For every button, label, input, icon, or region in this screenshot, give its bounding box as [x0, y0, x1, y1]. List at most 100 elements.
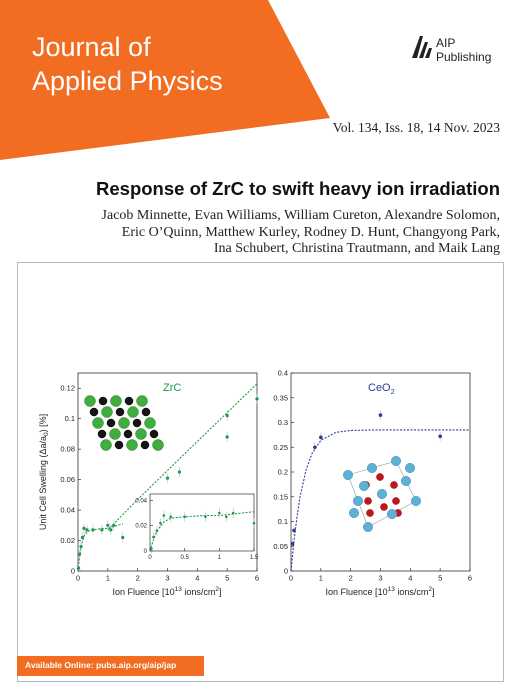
o-atom — [390, 481, 398, 489]
author-line: Jacob Minnette, Evan Williams, William C… — [101, 208, 500, 223]
inset-data-point — [150, 547, 153, 550]
inset-data-point — [204, 515, 207, 519]
zr-atom — [152, 439, 164, 451]
ceo2-crystal-model — [343, 455, 422, 533]
zrc-x-tick-label: 3 — [165, 574, 169, 583]
publisher-name: AIP Publishing — [436, 36, 492, 64]
c-atom — [115, 407, 125, 417]
zr-atom — [101, 406, 113, 418]
zr-atom — [127, 406, 139, 418]
c-atom — [140, 440, 150, 450]
zrc-data-point — [82, 526, 86, 530]
ce-atom — [405, 462, 416, 473]
ceo2-x-tick-label: 0 — [289, 574, 293, 583]
c-atom — [124, 396, 134, 406]
ceo2-x-tick-label: 4 — [408, 574, 412, 583]
zrc-y-tick-label: 0.08 — [60, 445, 75, 454]
inset-data-point — [183, 515, 186, 519]
zrc-y-tick-label: 0.02 — [60, 536, 75, 545]
c-atom — [141, 407, 151, 417]
zrc-y-tick-label: 0.12 — [60, 384, 75, 393]
ce-atom — [343, 469, 354, 480]
zrc-x-tick-label: 2 — [136, 574, 140, 583]
zrc-data-point — [85, 528, 89, 532]
c-atom — [97, 429, 107, 439]
ceo2-y-tick-label: 0.3 — [278, 418, 288, 427]
inset-x-tick-label: 1.5 — [250, 555, 259, 561]
ceo2-y-tick-label: 0 — [284, 567, 288, 576]
availability-banner[interactable]: Available Online: pubs.aip.org/aip/jap — [17, 656, 204, 676]
ceo2-y-tick-label: 0.15 — [273, 492, 288, 501]
c-atom — [106, 418, 116, 428]
c-atom — [132, 418, 142, 428]
zrc-x-tick-label: 6 — [255, 574, 259, 583]
zrc-y-tick-label: 0.1 — [65, 414, 75, 423]
zrc-data-point — [76, 566, 81, 570]
ceo2-y-tick-label: 0.4 — [278, 369, 288, 378]
c-atom — [89, 407, 99, 417]
zr-atom — [109, 428, 121, 440]
zr-atom — [92, 417, 104, 429]
inset-y-tick-label: 0.02 — [135, 524, 147, 530]
zr-atom — [136, 395, 148, 407]
availability-link[interactable]: Available Online: pubs.aip.org/aip/jap — [25, 660, 177, 670]
inset-y-tick-label: 0.04 — [135, 498, 147, 504]
zrc-x-tick-label: 0 — [76, 574, 80, 583]
ceo2-data-point — [313, 445, 317, 450]
inset-data-point — [218, 511, 221, 515]
header-banner — [0, 0, 330, 160]
ce-atom — [367, 462, 378, 473]
o-atom — [380, 503, 388, 511]
inset-data-point — [224, 515, 228, 519]
ce-atom — [363, 522, 374, 533]
zrc-data-point — [109, 528, 113, 532]
author-line: Ina Schubert, Christina Trautmann, and M… — [213, 241, 500, 256]
zrc-fit-line — [77, 523, 123, 572]
zrc-crystal-model — [84, 395, 164, 451]
zrc-data-point — [106, 523, 110, 527]
inset-data-point — [162, 514, 166, 517]
inset-data-point — [152, 535, 155, 539]
ceo2-x-tick-label: 6 — [468, 574, 472, 583]
zrc-data-point — [80, 535, 85, 540]
inset-data-point — [155, 529, 159, 533]
inset-x-tick-label: 0 — [148, 555, 152, 561]
zrc-data-point — [121, 535, 125, 540]
zrc-data-point — [255, 397, 259, 401]
ce-atom — [401, 475, 412, 486]
zr-atom — [118, 417, 130, 429]
journal-title: Journal of Applied Physics — [32, 32, 223, 96]
zr-atom — [84, 395, 96, 407]
inset-data-point — [169, 515, 173, 519]
inset-x-tick-label: 0.5 — [180, 555, 189, 561]
ceo2-y-tick-label: 0.25 — [273, 443, 288, 452]
aip-logo-icon — [412, 36, 432, 58]
ce-atom — [377, 488, 388, 499]
ceo2-y-tick-label: 0.35 — [273, 393, 288, 402]
zrc-data-point — [77, 552, 82, 556]
c-atom — [123, 429, 133, 439]
ceo2-x-axis-label: Ion Fluence [1013 ions/cm2] — [326, 586, 435, 597]
zr-atom — [135, 428, 147, 440]
issue-info: Vol. 134, Iss. 18, 14 Nov. 2023 — [332, 120, 500, 135]
ceo2-x-tick-label: 1 — [319, 574, 323, 583]
o-atom — [366, 509, 374, 517]
zrc-x-tick-label: 5 — [225, 574, 229, 583]
ce-atom — [349, 507, 360, 518]
zrc-data-point — [225, 435, 229, 439]
zrc-x-axis-label: Ion Fluence [1013 ions/cm2] — [113, 586, 222, 597]
ce-atom — [359, 480, 370, 491]
article-title[interactable]: Response of ZrC to swift heavy ion irrad… — [96, 178, 500, 199]
zrc-data-point — [165, 476, 170, 480]
zrc-x-tick-label: 1 — [106, 574, 110, 583]
zr-atom — [144, 417, 156, 429]
ceo2-x-tick-label: 3 — [378, 574, 382, 583]
ceo2-data-point — [378, 413, 383, 417]
publisher-logo[interactable]: AIP Publishing — [410, 32, 500, 72]
zrc-data-point — [91, 528, 95, 532]
zrc-y-tick-label: 0.06 — [60, 475, 75, 484]
ceo2-y-tick-label: 0.2 — [278, 468, 288, 477]
ceo2-data-point — [290, 541, 295, 546]
